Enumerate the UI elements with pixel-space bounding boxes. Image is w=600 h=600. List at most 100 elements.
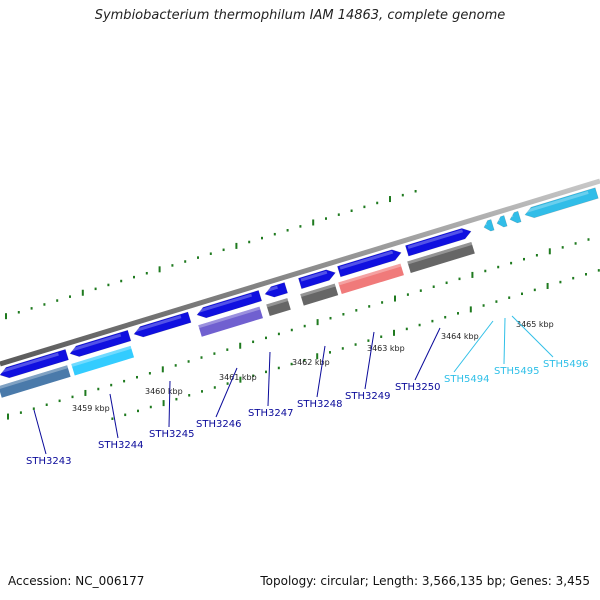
tick-mark — [265, 370, 267, 374]
gene-arrow[interactable] — [405, 226, 472, 257]
feature-box[interactable] — [407, 241, 475, 273]
tick-mark — [546, 282, 549, 289]
gene-arrow[interactable] — [508, 210, 522, 224]
gene-arrow[interactable] — [0, 348, 69, 380]
backbone-line — [0, 178, 600, 367]
tick-mark — [587, 238, 590, 241]
gene-arrow[interactable] — [263, 282, 289, 299]
tick-mark — [58, 399, 61, 403]
tick-mark — [389, 196, 391, 203]
feature-box[interactable] — [266, 298, 291, 316]
gene-label-sth3247[interactable]: STH3247 — [248, 408, 293, 419]
kbp-label: 3463 kbp — [367, 344, 405, 353]
tick-mark — [316, 319, 319, 326]
tick-mark — [239, 376, 242, 383]
tick-mark — [533, 288, 536, 292]
tick-mark — [252, 340, 255, 344]
tick-mark — [405, 327, 408, 331]
tick-mark — [201, 390, 203, 393]
tick-mark — [273, 232, 276, 236]
tick-mark — [137, 409, 139, 413]
tick-mark — [394, 295, 396, 302]
gene-label-sth3249[interactable]: STH3249 — [345, 391, 390, 402]
gene-label-sth3243[interactable]: STH3243 — [26, 456, 71, 467]
tick-mark — [261, 236, 263, 240]
tick-mark — [184, 260, 187, 263]
gene-label-sth3246[interactable]: STH3246 — [196, 419, 241, 430]
tick-mark — [226, 348, 229, 351]
tick-mark — [484, 269, 487, 273]
tick-mark — [226, 382, 229, 385]
tick-mark — [303, 358, 306, 362]
feature-box[interactable] — [71, 345, 135, 376]
leader-line — [109, 393, 119, 439]
tick-mark — [187, 360, 190, 363]
tick-mark — [561, 246, 564, 249]
feature-box[interactable] — [338, 263, 404, 295]
tick-mark — [161, 366, 164, 373]
gene-label-sth5496[interactable]: STH5496 — [543, 359, 588, 370]
gene-arrow[interactable] — [68, 329, 132, 359]
tick-mark — [312, 219, 315, 226]
tick-mark — [197, 256, 199, 259]
tick-mark — [277, 332, 280, 336]
tick-mark — [174, 364, 177, 367]
tick-mark — [381, 301, 384, 304]
leader-line — [364, 331, 375, 390]
gene-arrow[interactable] — [482, 219, 495, 232]
page-title: Symbiobacterium thermophilum IAM 14863, … — [94, 8, 506, 23]
gene-label-sth5495[interactable]: STH5495 — [494, 366, 539, 377]
tick-mark — [574, 242, 577, 245]
tick-mark — [248, 240, 251, 244]
tick-mark — [209, 252, 212, 255]
tick-mark — [445, 281, 448, 285]
tick-mark — [337, 213, 340, 216]
gene-arrow[interactable] — [523, 187, 599, 220]
tick-mark — [213, 352, 216, 355]
tick-mark — [69, 295, 71, 298]
tick-mark — [401, 193, 404, 197]
tick-mark — [471, 271, 474, 278]
gene-arrow[interactable] — [195, 290, 263, 320]
gene-label-sth3244[interactable]: STH3244 — [98, 440, 143, 451]
genome-backbone — [0, 178, 600, 367]
gene-arrow[interactable] — [495, 215, 508, 229]
gene-label-sth3250[interactable]: STH3250 — [395, 382, 440, 393]
leader-line — [503, 317, 506, 365]
kbp-scale: 3459 kbp 3460 kbp 3461 kbp 3462 kbp 3463 kbp… — [72, 320, 554, 413]
tick-mark — [510, 261, 513, 265]
tick-mark — [414, 189, 417, 193]
tick-mark — [368, 305, 371, 308]
tick-mark — [329, 316, 332, 320]
tick-mark — [482, 304, 485, 307]
tick-mark — [444, 315, 447, 319]
tick-mark — [572, 276, 575, 280]
tick-mark — [239, 342, 242, 349]
feature-box[interactable] — [198, 306, 263, 337]
tick-mark — [406, 293, 409, 296]
tick-dots — [5, 189, 600, 420]
leader-line — [453, 320, 494, 373]
feature-box[interactable] — [0, 365, 71, 398]
gene-arrow[interactable] — [132, 311, 192, 339]
tick-mark — [457, 312, 459, 315]
gene-label-sth3248[interactable]: STH3248 — [297, 399, 342, 410]
tick-mark — [265, 336, 267, 340]
gene-track[interactable] — [0, 187, 599, 381]
tick-mark — [17, 311, 20, 314]
gene-arrow[interactable] — [337, 247, 402, 278]
gene-arrow[interactable] — [298, 267, 337, 290]
tick-mark — [290, 362, 293, 366]
gene-label-sth3245[interactable]: STH3245 — [149, 429, 194, 440]
tick-mark — [286, 229, 289, 232]
feature-box[interactable] — [300, 283, 339, 306]
tick-mark — [355, 309, 358, 312]
feature-track[interactable] — [0, 241, 475, 398]
gene-label-sth5494[interactable]: STH5494 — [444, 374, 489, 385]
tick-mark — [252, 374, 255, 378]
tick-mark — [111, 417, 114, 420]
tick-mark — [521, 292, 523, 296]
tick-mark — [175, 397, 178, 401]
